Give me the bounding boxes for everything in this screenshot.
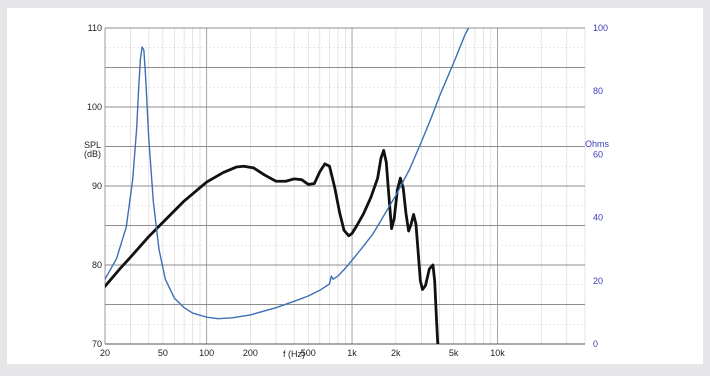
- x-tick-label: 10k: [490, 348, 505, 358]
- x-tick-label: 2k: [391, 348, 401, 358]
- y2-tick-label: 80: [593, 86, 603, 96]
- series-layer: [105, 28, 470, 344]
- plot-frame: [104, 28, 585, 345]
- x-tick-label: 50: [158, 348, 168, 358]
- y-axis-label-line-2: (dB): [84, 149, 101, 159]
- x-tick-label: 500: [301, 348, 316, 358]
- y2-tick-label: 40: [593, 213, 603, 223]
- impedance-line: [105, 28, 470, 320]
- grid: [104, 27, 586, 345]
- y-tick-label: 80: [92, 260, 102, 270]
- x-tick-label: 200: [243, 348, 258, 358]
- y2-tick-label: 100: [593, 23, 608, 33]
- y2-tick-label: 20: [593, 276, 603, 286]
- y-tick-label: 110: [88, 23, 102, 33]
- x-tick-label: 100: [199, 348, 214, 358]
- x-tick-label: 20: [100, 348, 110, 358]
- frequency-response-chart: 20 50 100 200 500 1k 2k 5k 10k 70 80 90 100 110 0 20 40 6…: [84, 23, 610, 359]
- y-tick-label: 100: [87, 102, 102, 112]
- y-tick-label: 90: [92, 181, 102, 191]
- y2-axis-label: Ohms: [585, 139, 610, 149]
- y2-tick-label: 60: [593, 149, 603, 159]
- y-tick-label: 70: [92, 339, 102, 349]
- y2-tick-label: 0: [593, 339, 598, 349]
- x-axis-label: f (Hz): [283, 349, 305, 359]
- chart-card: 20 50 100 200 500 1k 2k 5k 10k 70 80 90 100 110 0 20 40 6…: [7, 8, 703, 364]
- tick-labels: 20 50 100 200 500 1k 2k 5k 10k 70 80 90 100 110 0 20 40 6…: [87, 23, 608, 358]
- x-tick-label: 1k: [347, 348, 357, 358]
- spl-line: [105, 149, 440, 344]
- x-tick-label: 5k: [449, 348, 459, 358]
- y-axis-label-line-1: SPL: [84, 140, 101, 150]
